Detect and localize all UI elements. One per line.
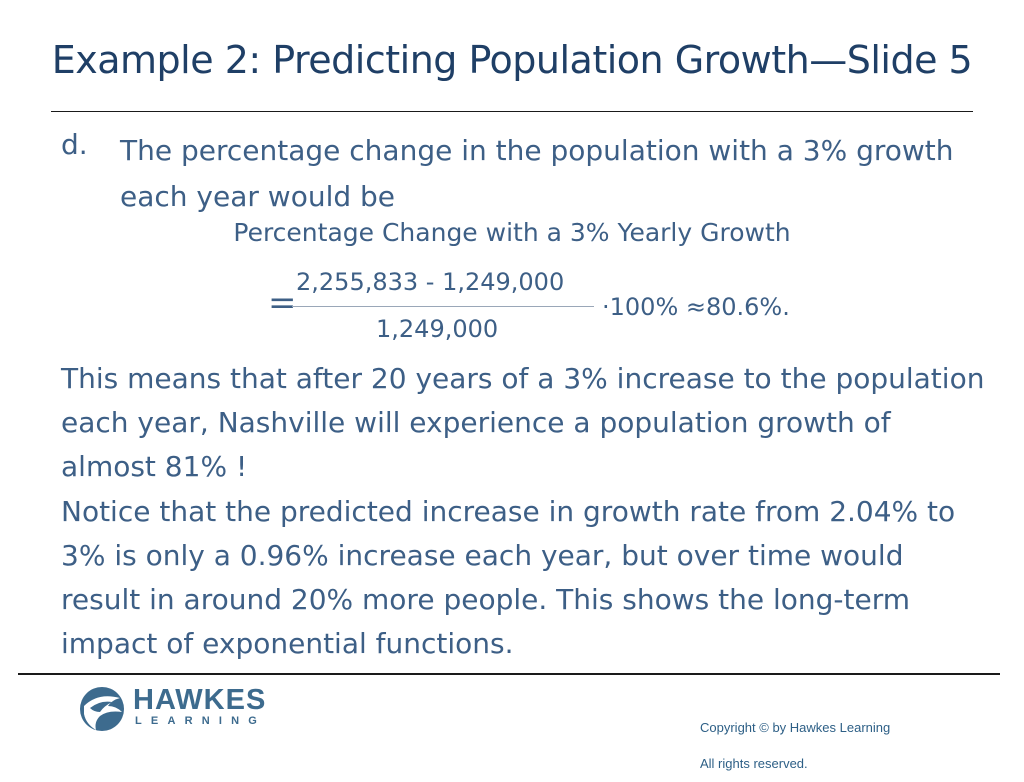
equation-result: ·100% ≈80.6%. — [602, 293, 790, 321]
copyright-block: Copyright © by Hawkes Learning All right… — [700, 710, 890, 782]
title-divider — [51, 111, 973, 112]
copyright-text: Copyright © by Hawkes Learning — [700, 720, 891, 735]
equals-sign: = — [268, 283, 297, 323]
paragraph-meaning: This means that after 20 years of a 3% i… — [61, 362, 985, 483]
fraction-numerator: 2,255,833 - 1,249,000 — [296, 268, 565, 296]
fraction-bar — [292, 306, 594, 307]
logo-wordmark: HAWKES — [133, 684, 267, 716]
list-marker: d. — [61, 128, 88, 161]
hawk-head-icon — [80, 687, 124, 731]
slide-title: Example 2: Predicting Population Growth—… — [51, 38, 973, 82]
list-item-text: The percentage change in the population … — [120, 134, 954, 213]
fraction-denominator: 1,249,000 — [376, 315, 499, 343]
rights-text: All rights reserved. — [700, 756, 808, 771]
paragraph-notice: Notice that the predicted increase in gr… — [61, 495, 956, 660]
equation-caption: Percentage Change with a 3% Yearly Growt… — [233, 218, 791, 247]
footer-divider — [18, 673, 1000, 675]
hawkes-logo: HAWKES LEARNING — [78, 684, 298, 734]
logo-subtitle: LEARNING — [135, 715, 267, 727]
